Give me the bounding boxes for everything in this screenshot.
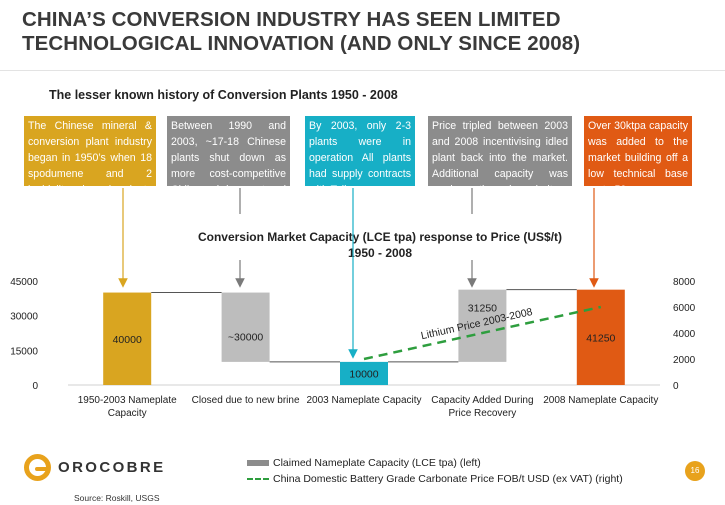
- orocobre-logo: OROCOBRE: [24, 452, 204, 482]
- source-note: Source: Roskill, USGS: [74, 493, 160, 503]
- plot-area: 0 15000 30000 45000 0 2000 4000 6000 8000 40000 ~3…: [10, 277, 695, 419]
- y-left-tick-0: 0: [32, 381, 38, 392]
- y-right-tick-1: 2000: [673, 355, 696, 366]
- bar-label-4: 41250: [586, 332, 615, 344]
- bar-4: [576, 289, 625, 385]
- callout-1950s: The Chinese mineral & conversion plant i…: [24, 116, 156, 186]
- legend-label-price: China Domestic Battery Grade Carbonate P…: [273, 473, 623, 485]
- callout-2003: By 2003, only 2-3 plants were in operati…: [305, 116, 415, 186]
- bar-label-2: 10000: [349, 368, 378, 380]
- logo-ring-icon: [24, 454, 51, 481]
- logo-text: OROCOBRE: [58, 459, 166, 476]
- bar-0: [103, 292, 152, 385]
- legend-line-swatch: [247, 478, 269, 480]
- chart-title-sub: 1950 - 2008: [347, 246, 413, 260]
- legend-label-capacity: Claimed Nameplate Capacity (LCE tpa) (le…: [273, 457, 481, 469]
- legend-item-price: China Domestic Battery Grade Carbonate P…: [247, 471, 623, 487]
- bar-label-0: 40000: [113, 334, 142, 346]
- slide-subtitle: The lesser known history of Conversion P…: [49, 88, 398, 102]
- bar-label-3: 31250: [468, 303, 497, 315]
- legend-bar-swatch: [247, 460, 269, 466]
- legend-item-capacity: Claimed Nameplate Capacity (LCE tpa) (le…: [247, 455, 623, 471]
- chart-legend: Claimed Nameplate Capacity (LCE tpa) (le…: [247, 455, 623, 487]
- page-number: 16: [685, 461, 705, 481]
- callout-2008: Over 30ktpa capacity was added to the ma…: [584, 116, 692, 186]
- bar-label-1: ~30000: [228, 332, 263, 344]
- category-label-0: 1950-2003 Nameplate Capacity: [78, 395, 177, 419]
- callout-connectors: [118, 188, 599, 359]
- callout-2003-2008: Price tripled between 2003 and 2008 ince…: [428, 116, 572, 186]
- bar-3: [458, 289, 507, 362]
- y-right-tick-0: 0: [673, 381, 679, 392]
- category-label-3: Capacity Added During Price Recovery: [431, 395, 533, 419]
- price-line: [363, 305, 602, 361]
- chart-title: Conversion Market Capacity (LCE tpa) res…: [180, 229, 580, 261]
- slide-title: CHINA’S CONVERSION INDUSTRY HAS SEEN LIM…: [22, 8, 581, 55]
- y-right-tick-4: 8000: [673, 277, 696, 288]
- y-left-tick-3: 45000: [10, 277, 38, 288]
- category-label-1: Closed due to new brine: [192, 395, 300, 406]
- y-left-tick-2: 30000: [10, 312, 38, 323]
- y-left-tick-1: 15000: [10, 346, 38, 357]
- callout-1990-2003: Between 1990 and 2003, ~17-18 Chinese pl…: [167, 116, 290, 186]
- category-label-4: 2008 Nameplate Capacity: [543, 395, 658, 406]
- chart-title-main: Conversion Market Capacity (LCE tpa) res…: [197, 230, 563, 244]
- title-divider: [0, 70, 725, 71]
- y-right-tick-3: 6000: [673, 303, 696, 314]
- bar-1: [221, 292, 270, 362]
- bar-2: [340, 361, 388, 385]
- category-label-2: 2003 Nameplate Capacity: [306, 395, 421, 406]
- y-right-tick-2: 4000: [673, 329, 696, 340]
